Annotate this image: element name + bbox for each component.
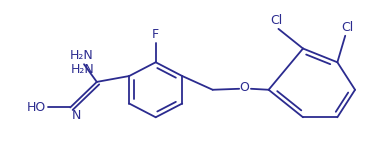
- Text: HO: HO: [26, 101, 46, 114]
- Text: N: N: [72, 109, 81, 122]
- Text: F: F: [152, 28, 159, 41]
- Text: H₂N: H₂N: [71, 63, 95, 76]
- Text: Cl: Cl: [341, 21, 353, 34]
- Text: O: O: [239, 81, 249, 94]
- Text: Cl: Cl: [270, 14, 282, 27]
- Text: H₂N: H₂N: [70, 49, 94, 62]
